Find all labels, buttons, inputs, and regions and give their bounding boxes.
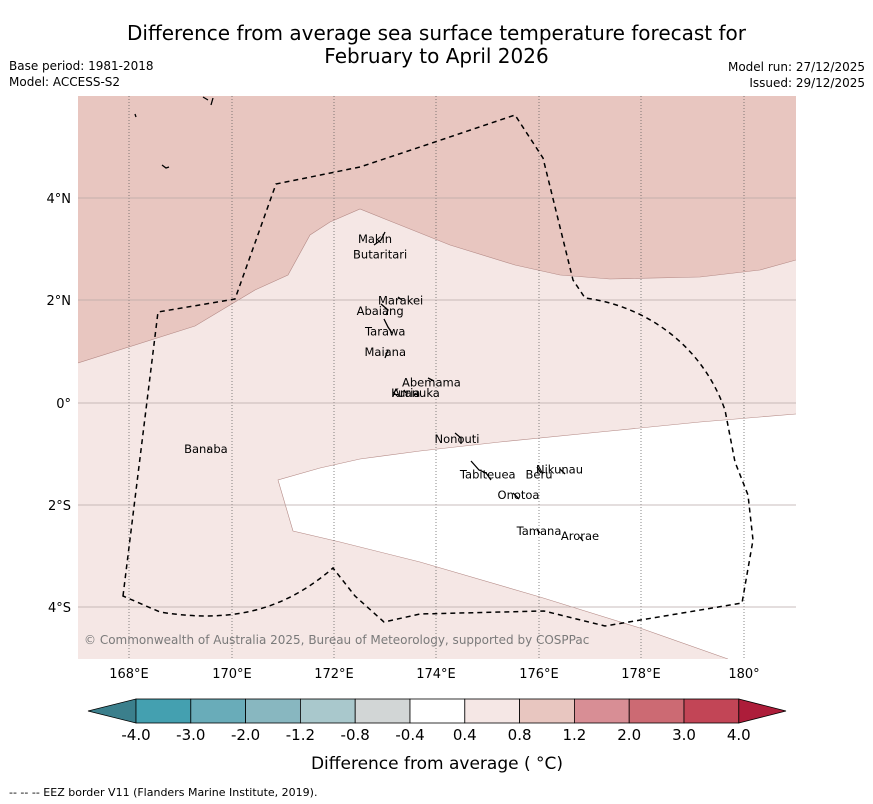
colorbar-bin-6 xyxy=(464,698,520,724)
anomaly-region-0.8-1.2 xyxy=(78,96,796,363)
colorbar-bin-5 xyxy=(409,698,466,724)
issued-date: Issued: 29/12/2025 xyxy=(749,76,865,90)
colorbar-arrow-low xyxy=(87,698,137,724)
place-label-nikunau: Nikunau xyxy=(536,463,583,477)
eez-border xyxy=(122,114,754,627)
colorbar-bin-8 xyxy=(574,698,630,724)
colorbar-label: 2.0 xyxy=(617,726,641,744)
colorbar-label: 3.0 xyxy=(672,726,696,744)
place-label-onotoa: Onotoa xyxy=(498,488,540,502)
graticule xyxy=(128,96,745,659)
colorbar-label: -0.4 xyxy=(395,726,424,744)
place-label-arorae: Arorae xyxy=(561,529,599,543)
place-label-aranuka: Aranuka xyxy=(392,386,440,400)
lat-label-4n: 4°N xyxy=(47,192,72,207)
lat-gridlines xyxy=(78,197,796,608)
colorbar-label: -0.8 xyxy=(341,726,370,744)
lon-label-172e: 172°E xyxy=(314,667,354,682)
colorbar-label: 0.4 xyxy=(453,726,477,744)
lon-label-174e: 174°E xyxy=(416,667,456,682)
contour-line-south xyxy=(277,413,796,659)
base-period: Base period: 1981-2018 xyxy=(9,59,154,73)
colorbar-title: Difference from average ( °C) xyxy=(311,754,563,774)
lon-label-170e: 170°E xyxy=(212,667,252,682)
lon-label-178e: 178°E xyxy=(621,667,661,682)
place-label-tabiteuea: Tabiteuea xyxy=(459,468,516,482)
place-label-makin: Makin xyxy=(358,232,392,246)
colorbar-label: -1.2 xyxy=(286,726,315,744)
colorbar-bin-0 xyxy=(135,698,192,724)
place-label-nonouti: Nonouti xyxy=(435,432,480,446)
colorbar-bin-10 xyxy=(683,698,740,724)
colorbar-label: -3.0 xyxy=(176,726,205,744)
place-label-abemama: Abemama xyxy=(402,376,461,390)
colorbar-bin-7 xyxy=(519,698,575,724)
title-line-2: February to April 2026 xyxy=(324,44,549,68)
lon-tick-labels: 168°E 170°E 172°E 174°E 176°E 178°E 180° xyxy=(109,667,759,682)
anomaly-region-near-normal xyxy=(278,414,796,659)
colorbar-label: 1.2 xyxy=(562,726,586,744)
lat-label-4s: 4°S xyxy=(48,601,71,616)
colorbar-bin-9 xyxy=(628,698,685,724)
place-label-butaritari: Butaritari xyxy=(353,248,407,262)
copyright-credit: © Commonwealth of Australia 2025, Bureau… xyxy=(84,633,589,647)
lat-label-2n: 2°N xyxy=(47,294,72,309)
contour-line xyxy=(78,208,796,364)
place-label-maiana: Maiana xyxy=(364,345,406,359)
place-label-tarawa: Tarawa xyxy=(364,324,405,338)
model-name: Model: ACCESS-S2 xyxy=(9,75,121,89)
meta-left: Base period: 1981-2018 Model: ACCESS-S2 xyxy=(9,58,154,90)
place-label-banaba: Banaba xyxy=(184,442,228,456)
place-label-marakei: Marakei xyxy=(378,294,423,308)
colorbar-bin-2 xyxy=(245,698,301,724)
title-line-1: Difference from average sea surface temp… xyxy=(126,21,746,45)
meta-right: Model run: 27/12/2025 Issued: 29/12/2025 xyxy=(728,59,865,91)
colorbar-label: 4.0 xyxy=(727,726,751,744)
lon-label-176e: 176°E xyxy=(519,667,559,682)
model-run: Model run: 27/12/2025 xyxy=(727,60,865,74)
colorbar-bin-3 xyxy=(299,698,356,724)
place-label-beru: Beru xyxy=(526,468,553,482)
colorbar-label: -2.0 xyxy=(231,726,260,744)
place-label-kuria: Kuria xyxy=(391,386,420,400)
colorbar-arrow-high xyxy=(738,698,787,724)
lat-tick-labels: 4°N 2°N 0° 2°S 4°S xyxy=(47,192,72,616)
colorbar: -4.0 -3.0 -2.0 -1.2 -0.8 -0.4 0.4 0.8 1.2 2.0 3.0 4… xyxy=(87,698,787,744)
colorbar-label: -4.0 xyxy=(121,726,150,744)
colorbar-bin-4 xyxy=(354,698,411,724)
map-title: Difference from average sea surface temp… xyxy=(0,22,873,68)
colorbar-bin-1 xyxy=(190,698,247,724)
colorbar-label: 0.8 xyxy=(508,726,532,744)
lon-label-180: 180° xyxy=(728,667,759,682)
place-label-abaiang: Abaiang xyxy=(357,304,404,318)
lat-label-0: 0° xyxy=(56,397,71,412)
eez-legend-footer: -- -- -- EEZ border V11 (Flanders Marine… xyxy=(9,786,318,799)
lon-label-168e: 168°E xyxy=(109,667,149,682)
place-label-tamana: Tamana xyxy=(516,524,562,538)
map-plot-area xyxy=(78,96,796,659)
island-outlines xyxy=(134,96,584,542)
lat-label-2s: 2°S xyxy=(48,499,71,514)
